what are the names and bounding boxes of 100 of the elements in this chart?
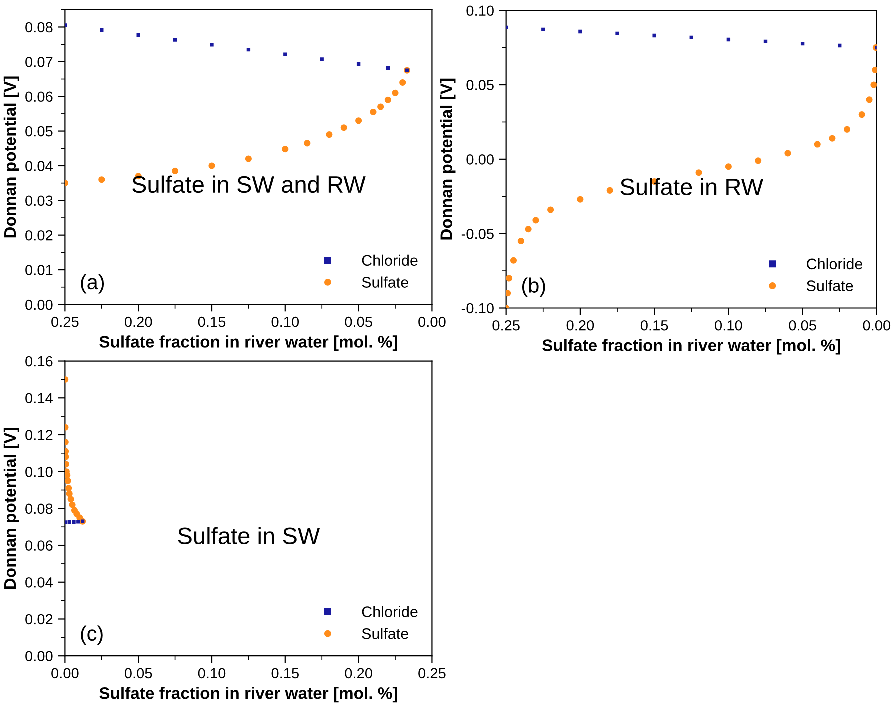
- point: [326, 132, 333, 138]
- y-tick-label: 0.00: [466, 154, 494, 165]
- x-tick-label: 0.20: [345, 668, 372, 679]
- point: [800, 42, 805, 46]
- x-tick-label: 0.25: [52, 316, 79, 328]
- point: [548, 206, 554, 214]
- point: [755, 158, 762, 164]
- y-axis-title: Donnan potential [V]: [4, 428, 20, 590]
- point: [838, 44, 842, 48]
- annotation: Sulfate in SW: [178, 527, 320, 545]
- x-axis-title: Sulfate fraction in river water [mol. %]: [542, 339, 840, 355]
- x-axis-title: Sulfate fraction in river water [mol. %]: [100, 336, 398, 352]
- point: [282, 146, 289, 153]
- point: [577, 196, 584, 203]
- x-tick-label: 0.25: [418, 668, 446, 679]
- y-tick-label: 0.12: [26, 430, 53, 440]
- point: [136, 33, 140, 38]
- point: [616, 32, 620, 36]
- y-tick-label: 0.02: [26, 230, 53, 241]
- legend-label: Chloride: [362, 254, 418, 266]
- y-tick-label: 0.16: [26, 356, 53, 367]
- point: [392, 90, 399, 96]
- point: [173, 38, 178, 42]
- point: [518, 238, 524, 245]
- point: [370, 108, 377, 116]
- x-tick-label: 0.15: [272, 668, 299, 679]
- point: [210, 43, 214, 47]
- point: [652, 34, 656, 38]
- point: [606, 187, 614, 194]
- legend-label: Chloride: [362, 606, 418, 618]
- y-axis-title: Donnan potential [V]: [440, 78, 456, 240]
- point: [386, 66, 390, 70]
- point: [378, 104, 384, 110]
- point: [245, 156, 252, 162]
- y-tick-label: 0.06: [26, 92, 53, 102]
- annotation: Sulfate in RW: [620, 178, 764, 196]
- x-tick-label: 0.10: [272, 316, 300, 328]
- point: [690, 36, 694, 40]
- point: [764, 40, 768, 44]
- x-tick-label: 0.15: [198, 316, 226, 328]
- y-axis-title: Donnan potential [V]: [4, 76, 20, 238]
- y-tick-label: 0.01: [26, 265, 53, 276]
- point: [866, 96, 873, 104]
- x-tick-label: 0.05: [345, 316, 372, 328]
- x-tick-label: 0.00: [863, 320, 891, 331]
- y-tick-label: 0.10: [26, 466, 53, 478]
- annotation: (c): [81, 626, 103, 646]
- x-tick-label: 0.00: [418, 316, 446, 328]
- legend-label: Sulfate: [362, 628, 408, 640]
- y-tick-label: 0.05: [466, 80, 494, 90]
- point: [98, 176, 106, 184]
- point: [340, 124, 348, 132]
- x-tick-label: 0.00: [52, 668, 79, 679]
- y-tick-label: -0.05: [462, 228, 494, 240]
- point: [726, 38, 731, 42]
- y-tick-label: 0.00: [26, 651, 53, 662]
- x-tick-label: 0.05: [789, 320, 816, 331]
- point: [506, 275, 513, 282]
- point: [542, 28, 546, 32]
- y-tick-label: 0.05: [26, 126, 53, 137]
- point: [384, 96, 392, 104]
- point: [510, 257, 517, 264]
- x-tick-label: 0.05: [124, 668, 152, 679]
- point: [246, 48, 251, 52]
- y-tick-label: 0.06: [26, 540, 53, 551]
- y-tick-label: 0.14: [26, 393, 53, 404]
- point: [870, 82, 877, 88]
- annotation: (a): [81, 274, 104, 294]
- point: [356, 118, 362, 124]
- point: [814, 141, 821, 148]
- point: [172, 168, 179, 174]
- point: [304, 140, 311, 147]
- y-tick-label: 0.04: [26, 161, 53, 172]
- annotation: (b): [522, 278, 546, 298]
- y-tick-label: -0.10: [462, 303, 494, 314]
- y-tick-label: 0.02: [26, 614, 53, 625]
- point: [829, 135, 836, 142]
- legend-label: Chloride: [807, 258, 862, 270]
- y-tick-label: 0.00: [26, 300, 53, 310]
- point: [320, 58, 324, 62]
- x-tick-label: 0.20: [124, 316, 152, 328]
- point: [506, 290, 512, 297]
- point: [208, 162, 216, 170]
- legend-label: Sulfate: [362, 276, 408, 288]
- point: [532, 217, 540, 224]
- y-tick-label: 0.07: [26, 57, 53, 68]
- point: [858, 112, 866, 118]
- annotation: Sulfate in SW and RW: [132, 176, 366, 194]
- point: [525, 226, 532, 233]
- y-tick-label: 0.04: [26, 577, 53, 588]
- point: [100, 28, 104, 32]
- x-tick-label: 0.10: [715, 320, 742, 331]
- x-tick-label: 0.10: [198, 668, 226, 679]
- y-tick-label: 0.08: [26, 504, 53, 514]
- legend-label: Sulfate: [806, 280, 854, 292]
- point: [400, 79, 406, 86]
- x-tick-label: 0.25: [492, 320, 520, 331]
- point: [284, 52, 288, 56]
- point: [696, 170, 702, 176]
- point: [784, 150, 792, 157]
